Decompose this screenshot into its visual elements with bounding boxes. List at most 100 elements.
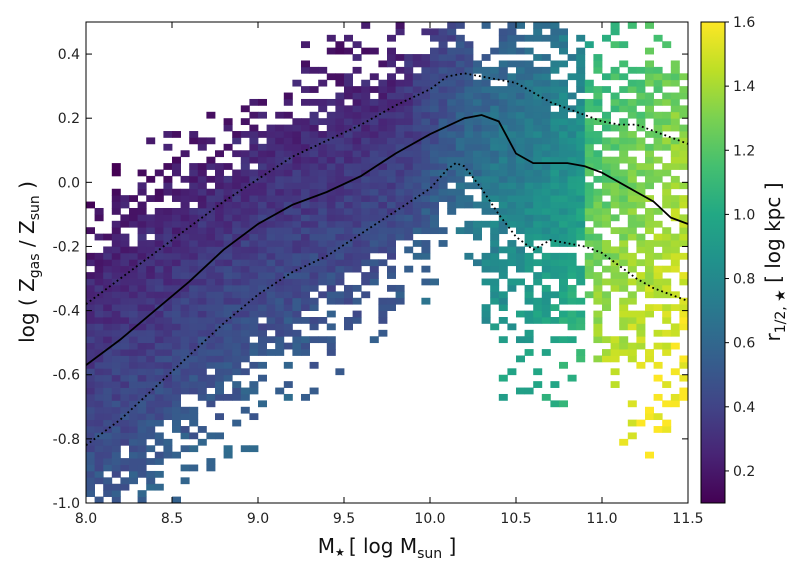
heatmap-cell bbox=[189, 297, 199, 305]
heatmap-cell bbox=[249, 284, 259, 292]
heatmap-cell bbox=[335, 207, 345, 215]
heatmap-cell bbox=[120, 220, 130, 228]
y-tick-label: 0.0 bbox=[58, 175, 80, 191]
heatmap-cell bbox=[430, 118, 439, 126]
heatmap-cell bbox=[619, 105, 629, 113]
heatmap-cell bbox=[223, 342, 233, 350]
heatmap-cell bbox=[335, 105, 345, 113]
heatmap-cell bbox=[584, 214, 594, 222]
heatmap-cell bbox=[283, 233, 293, 241]
heatmap-cell bbox=[447, 150, 457, 158]
heatmap-cell bbox=[146, 368, 156, 376]
heatmap-cell bbox=[584, 131, 594, 138]
heatmap-cell bbox=[111, 323, 121, 331]
heatmap-cell bbox=[163, 393, 173, 401]
heatmap-cell bbox=[146, 393, 156, 401]
heatmap-cell bbox=[567, 54, 577, 61]
heatmap-cell bbox=[326, 246, 336, 254]
y-tick-label: -0.8 bbox=[53, 432, 80, 448]
heatmap-cell bbox=[369, 124, 379, 132]
heatmap-cell bbox=[610, 105, 620, 113]
heatmap-cell bbox=[430, 150, 439, 158]
heatmap-cell bbox=[533, 118, 543, 126]
heatmap-cell bbox=[662, 73, 672, 81]
heatmap-cell bbox=[206, 233, 216, 241]
heatmap-cell bbox=[533, 368, 543, 376]
heatmap-cell bbox=[86, 278, 95, 286]
heatmap-cell bbox=[619, 278, 629, 286]
heatmap-cell bbox=[481, 124, 491, 132]
heatmap-cell bbox=[507, 131, 517, 138]
colorbar-tick-label: 1.6 bbox=[733, 15, 755, 31]
heatmap-cell bbox=[197, 163, 207, 170]
heatmap-cell bbox=[395, 284, 405, 292]
heatmap-cell bbox=[301, 118, 310, 126]
heatmap-cell bbox=[111, 317, 121, 324]
heatmap-cell bbox=[240, 368, 250, 376]
heatmap-cell bbox=[593, 284, 603, 292]
heatmap-cell bbox=[421, 131, 431, 138]
heatmap-cell bbox=[309, 317, 319, 324]
heatmap-cell bbox=[129, 310, 138, 318]
heatmap-cell bbox=[498, 227, 508, 235]
heatmap-cell bbox=[103, 252, 113, 260]
heatmap-cell bbox=[567, 374, 577, 382]
heatmap-cell bbox=[378, 150, 388, 158]
heatmap-cell bbox=[412, 105, 422, 113]
heatmap-cell bbox=[189, 291, 199, 299]
heatmap-cell bbox=[275, 310, 285, 318]
heatmap-cell bbox=[292, 317, 302, 324]
heatmap-cell bbox=[258, 207, 267, 215]
heatmap-cell bbox=[498, 291, 508, 299]
heatmap-cell bbox=[404, 265, 414, 273]
heatmap-cell bbox=[438, 34, 448, 42]
heatmap-cell bbox=[645, 105, 654, 113]
heatmap-cell bbox=[154, 374, 164, 382]
heatmap-cell bbox=[627, 323, 637, 331]
heatmap-cell bbox=[524, 259, 534, 267]
heatmap-cell bbox=[481, 265, 491, 273]
heatmap-cell bbox=[197, 393, 207, 401]
heatmap-cell bbox=[163, 387, 173, 395]
heatmap-cell bbox=[421, 207, 431, 215]
heatmap-cell bbox=[326, 73, 336, 81]
heatmap-cell bbox=[180, 297, 190, 305]
heatmap-cell bbox=[430, 220, 439, 228]
heatmap-cell bbox=[369, 246, 379, 254]
heatmap-cell bbox=[292, 240, 302, 247]
heatmap-cell bbox=[567, 182, 577, 190]
heatmap-cell bbox=[524, 86, 534, 93]
heatmap-cell bbox=[309, 207, 319, 215]
heatmap-cell bbox=[335, 214, 345, 222]
heatmap-cell bbox=[576, 169, 586, 177]
heatmap-cell bbox=[559, 143, 568, 151]
heatmap-cell bbox=[404, 195, 414, 202]
heatmap-cell bbox=[653, 73, 663, 81]
heatmap-cell bbox=[189, 445, 199, 453]
heatmap-cell bbox=[412, 214, 422, 222]
heatmap-cell bbox=[137, 272, 147, 279]
heatmap-cell bbox=[662, 240, 672, 247]
heatmap-cell bbox=[645, 240, 654, 247]
heatmap-cell bbox=[292, 207, 302, 215]
heatmap-cell bbox=[258, 227, 267, 235]
heatmap-cell bbox=[344, 252, 353, 260]
heatmap-cell bbox=[653, 329, 663, 337]
heatmap-cell bbox=[249, 310, 259, 318]
heatmap-cell bbox=[223, 214, 233, 222]
heatmap-cell bbox=[172, 220, 181, 228]
heatmap-cell bbox=[498, 118, 508, 126]
heatmap-cell bbox=[206, 458, 216, 465]
heatmap-cell bbox=[94, 438, 104, 446]
heatmap-cell bbox=[430, 34, 439, 42]
heatmap-cell bbox=[473, 163, 482, 170]
heatmap-cell bbox=[129, 361, 138, 369]
heatmap-cell bbox=[627, 432, 637, 440]
heatmap-cell bbox=[258, 291, 267, 299]
heatmap-cell bbox=[627, 252, 637, 260]
heatmap-cell bbox=[421, 182, 431, 190]
heatmap-cell bbox=[163, 188, 173, 196]
heatmap-cell bbox=[189, 323, 199, 331]
heatmap-cell bbox=[645, 73, 654, 81]
heatmap-cell bbox=[137, 278, 147, 286]
